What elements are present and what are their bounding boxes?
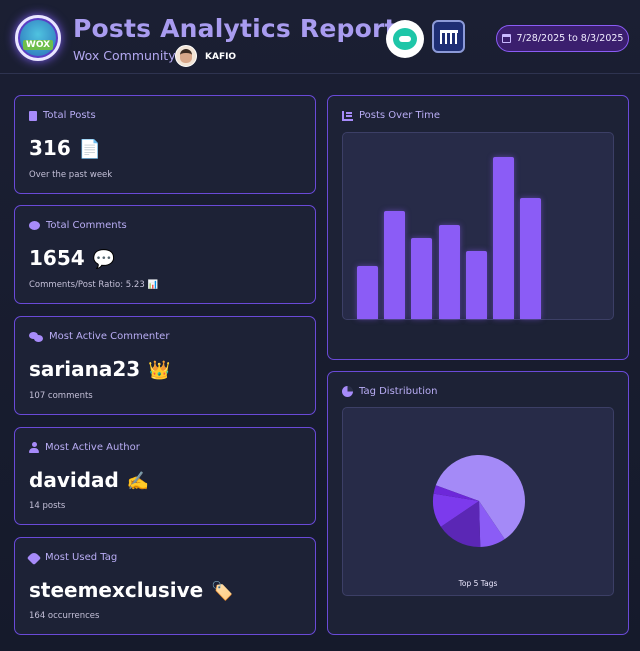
card-value: sariana23: [29, 357, 141, 381]
most-active-author-card: Most Active Author davidad ✍️ 14 posts: [14, 427, 316, 525]
writing-hand-emoji-icon: ✍️: [126, 471, 150, 492]
card-subtext: 107 comments: [29, 391, 93, 401]
card-subtext: 164 occurrences: [29, 611, 100, 621]
card-label: Most Active Author: [45, 442, 140, 453]
comments-icon: [29, 331, 43, 342]
comment-icon: [29, 221, 40, 230]
bar-chart-icon: [342, 110, 353, 121]
card-label: Total Posts: [43, 110, 96, 121]
pie-slice-1: [435, 455, 525, 540]
bar-4: [438, 225, 460, 319]
tag-pie-chart-box: Top 5 Tags: [342, 407, 614, 596]
globe-icon: WOX: [20, 20, 56, 56]
bank-icon[interactable]: [432, 20, 465, 53]
calendar-icon: [501, 34, 511, 43]
tag-distribution-card: Tag Distribution Top 5 Tags: [327, 371, 629, 635]
wox-logo: WOX: [15, 15, 61, 61]
username: KAFIO: [205, 52, 237, 62]
total-comments-card: Total Comments 1654 💬 Comments/Post Ratio…: [14, 205, 316, 304]
most-active-commenter-card: Most Active Commenter sariana23 👑 107 com…: [14, 316, 316, 415]
logo-text: WOX: [22, 40, 54, 50]
pie-chart-icon: [342, 386, 353, 397]
card-label: Most Used Tag: [45, 552, 118, 563]
page-emoji-icon: 📄: [78, 139, 102, 160]
bar-2: [384, 210, 406, 319]
report-header: WOX Posts Analytics Report Wox Community…: [0, 0, 640, 74]
tag-pie-chart: [433, 455, 525, 547]
card-subtext: Over the past week: [29, 170, 113, 180]
crown-emoji-icon: 👑: [148, 360, 171, 381]
pie-slice-3: [440, 501, 481, 547]
card-value: 316: [29, 136, 71, 160]
pie-slice-4: [433, 493, 479, 527]
pie-slice-2: [479, 501, 505, 547]
date-range-text: 7/28/2025 to 8/3/2025: [516, 33, 624, 44]
chat-app-icon[interactable]: [386, 20, 424, 58]
bar-5: [465, 251, 487, 319]
posts-over-time-card: Posts Over Time: [327, 95, 629, 360]
label-emoji-icon: 🏷️: [211, 581, 234, 602]
total-posts-card: Total Posts 316 📄 Over the past week: [14, 95, 316, 194]
tag-icon: [26, 550, 42, 565]
card-label: Most Active Commenter: [49, 331, 170, 342]
card-label: Tag Distribution: [359, 386, 438, 397]
card-value: 1654: [29, 246, 85, 270]
pie-slice-5: [433, 485, 479, 501]
avatar: [175, 45, 197, 67]
card-label: Total Comments: [46, 220, 127, 231]
community-name: Wox Community: [73, 48, 176, 63]
card-subtext: Comments/Post Ratio: 5.23 📊: [29, 280, 159, 290]
bar-1: [357, 265, 378, 319]
most-used-tag-card: Most Used Tag steemexclusive 🏷️ 164 occur…: [14, 537, 316, 635]
bar-3: [411, 238, 433, 319]
date-range-badge[interactable]: 7/28/2025 to 8/3/2025: [496, 25, 629, 52]
posts-bar-chart: [342, 132, 614, 320]
bar-6: [493, 157, 514, 319]
speech-bubble-emoji-icon: 💬: [92, 249, 116, 270]
avatar-face-icon: [180, 49, 192, 63]
page-title: Posts Analytics Report: [73, 14, 397, 43]
pie-caption: Top 5 Tags: [458, 579, 498, 588]
card-value: steemexclusive: [29, 578, 204, 602]
user-icon: [29, 442, 39, 453]
card-label: Posts Over Time: [359, 110, 441, 121]
document-icon: [29, 110, 37, 121]
card-value: davidad: [29, 468, 119, 492]
card-subtext: 14 posts: [29, 501, 66, 511]
bar-7: [520, 197, 542, 319]
